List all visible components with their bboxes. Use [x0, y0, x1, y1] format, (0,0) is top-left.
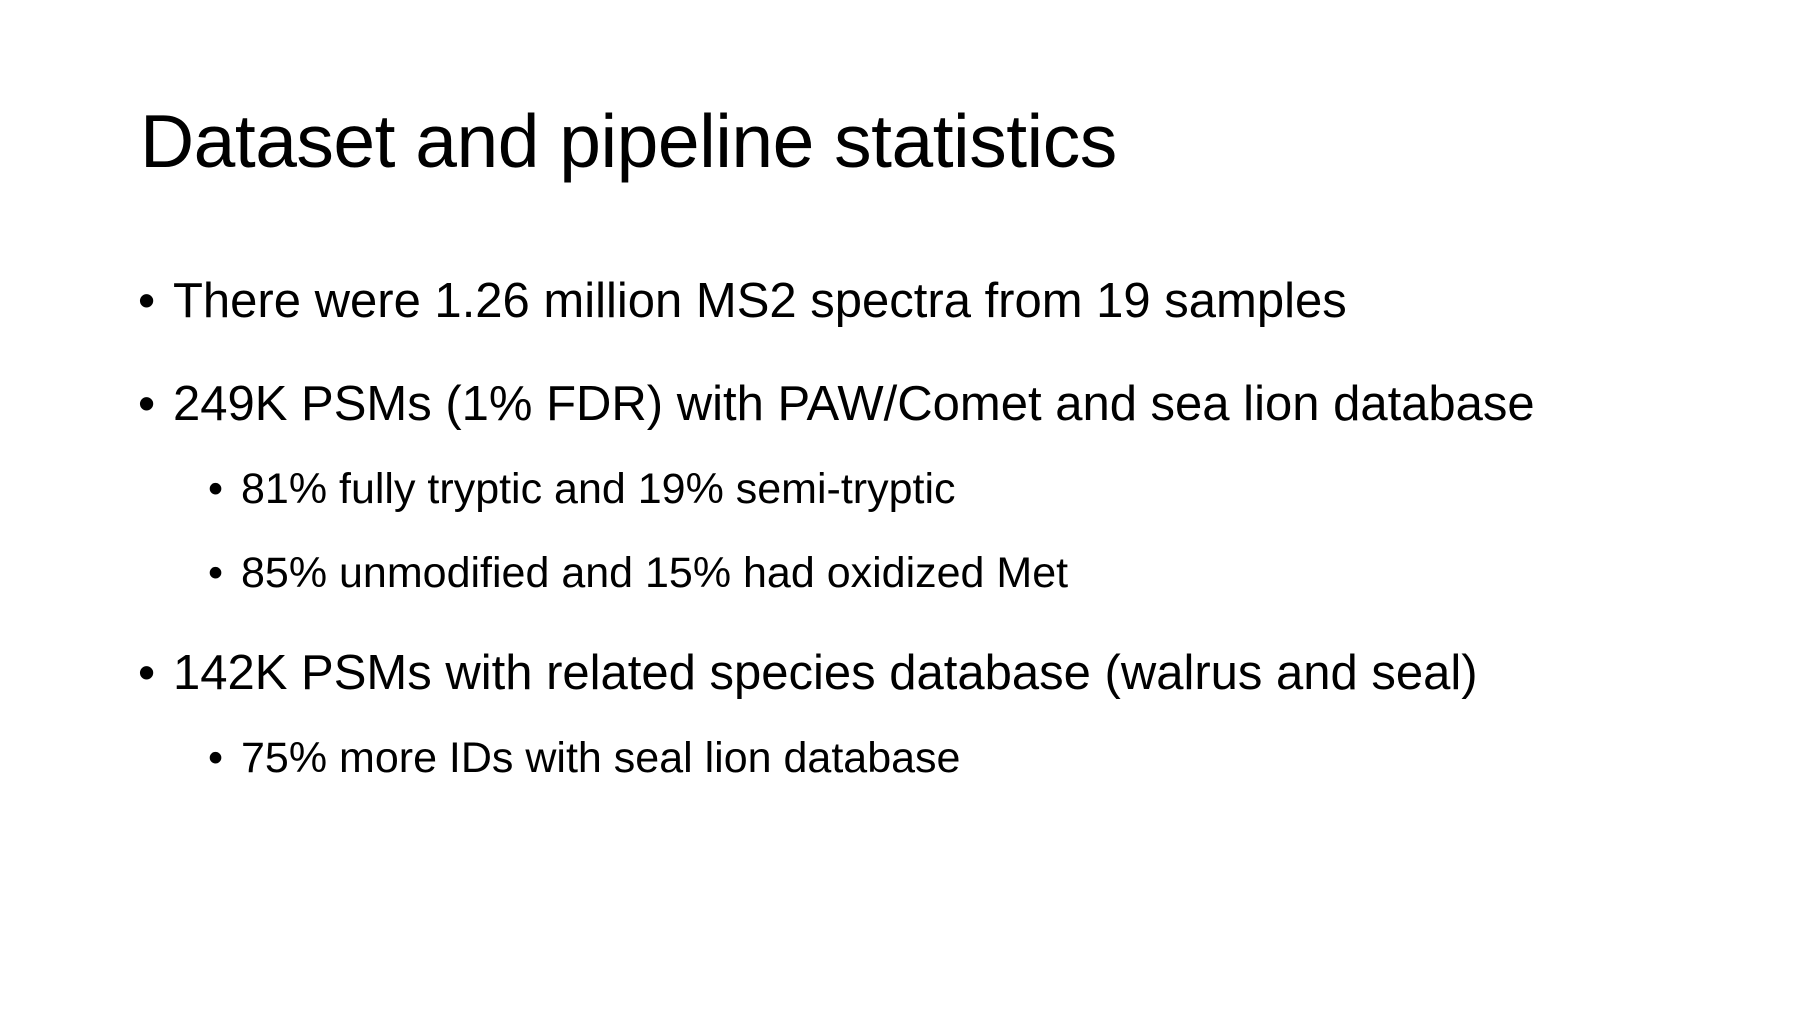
- bullet-dot-icon: •: [208, 733, 224, 782]
- sub-bullet-text: 75% more IDs with seal lion database: [241, 733, 961, 782]
- bullet-dot-icon: •: [208, 464, 224, 513]
- sub-bullet-item: • 75% more IDs with seal lion database: [138, 733, 1778, 785]
- sub-bullet-text: 85% unmodified and 15% had oxidized Met: [241, 549, 1069, 598]
- bullet-text: There were 1.26 million MS2 spectra from…: [173, 274, 1347, 328]
- sub-bullet-item: • 81% fully tryptic and 19% semi-tryptic: [138, 464, 1778, 516]
- bullet-item: • 142K PSMs with related species databas…: [138, 644, 1778, 703]
- bullet-list: • There were 1.26 million MS2 spectra fr…: [138, 272, 1778, 817]
- sub-bullet-item: • 85% unmodified and 15% had oxidized Me…: [138, 548, 1778, 600]
- sub-bullet-text: 81% fully tryptic and 19% semi-tryptic: [241, 464, 956, 513]
- bullet-dot-icon: •: [138, 645, 156, 700]
- bullet-item: • There were 1.26 million MS2 spectra fr…: [138, 272, 1778, 331]
- slide-title: Dataset and pipeline statistics: [140, 99, 1117, 183]
- bullet-text: 142K PSMs with related species database …: [173, 645, 1478, 700]
- bullet-text: 249K PSMs (1% FDR) with PAW/Comet and se…: [173, 376, 1535, 431]
- bullet-dot-icon: •: [208, 549, 224, 598]
- bullet-dot-icon: •: [138, 376, 156, 431]
- bullet-item: • 249K PSMs (1% FDR) with PAW/Comet and …: [138, 375, 1778, 434]
- bullet-dot-icon: •: [138, 274, 156, 328]
